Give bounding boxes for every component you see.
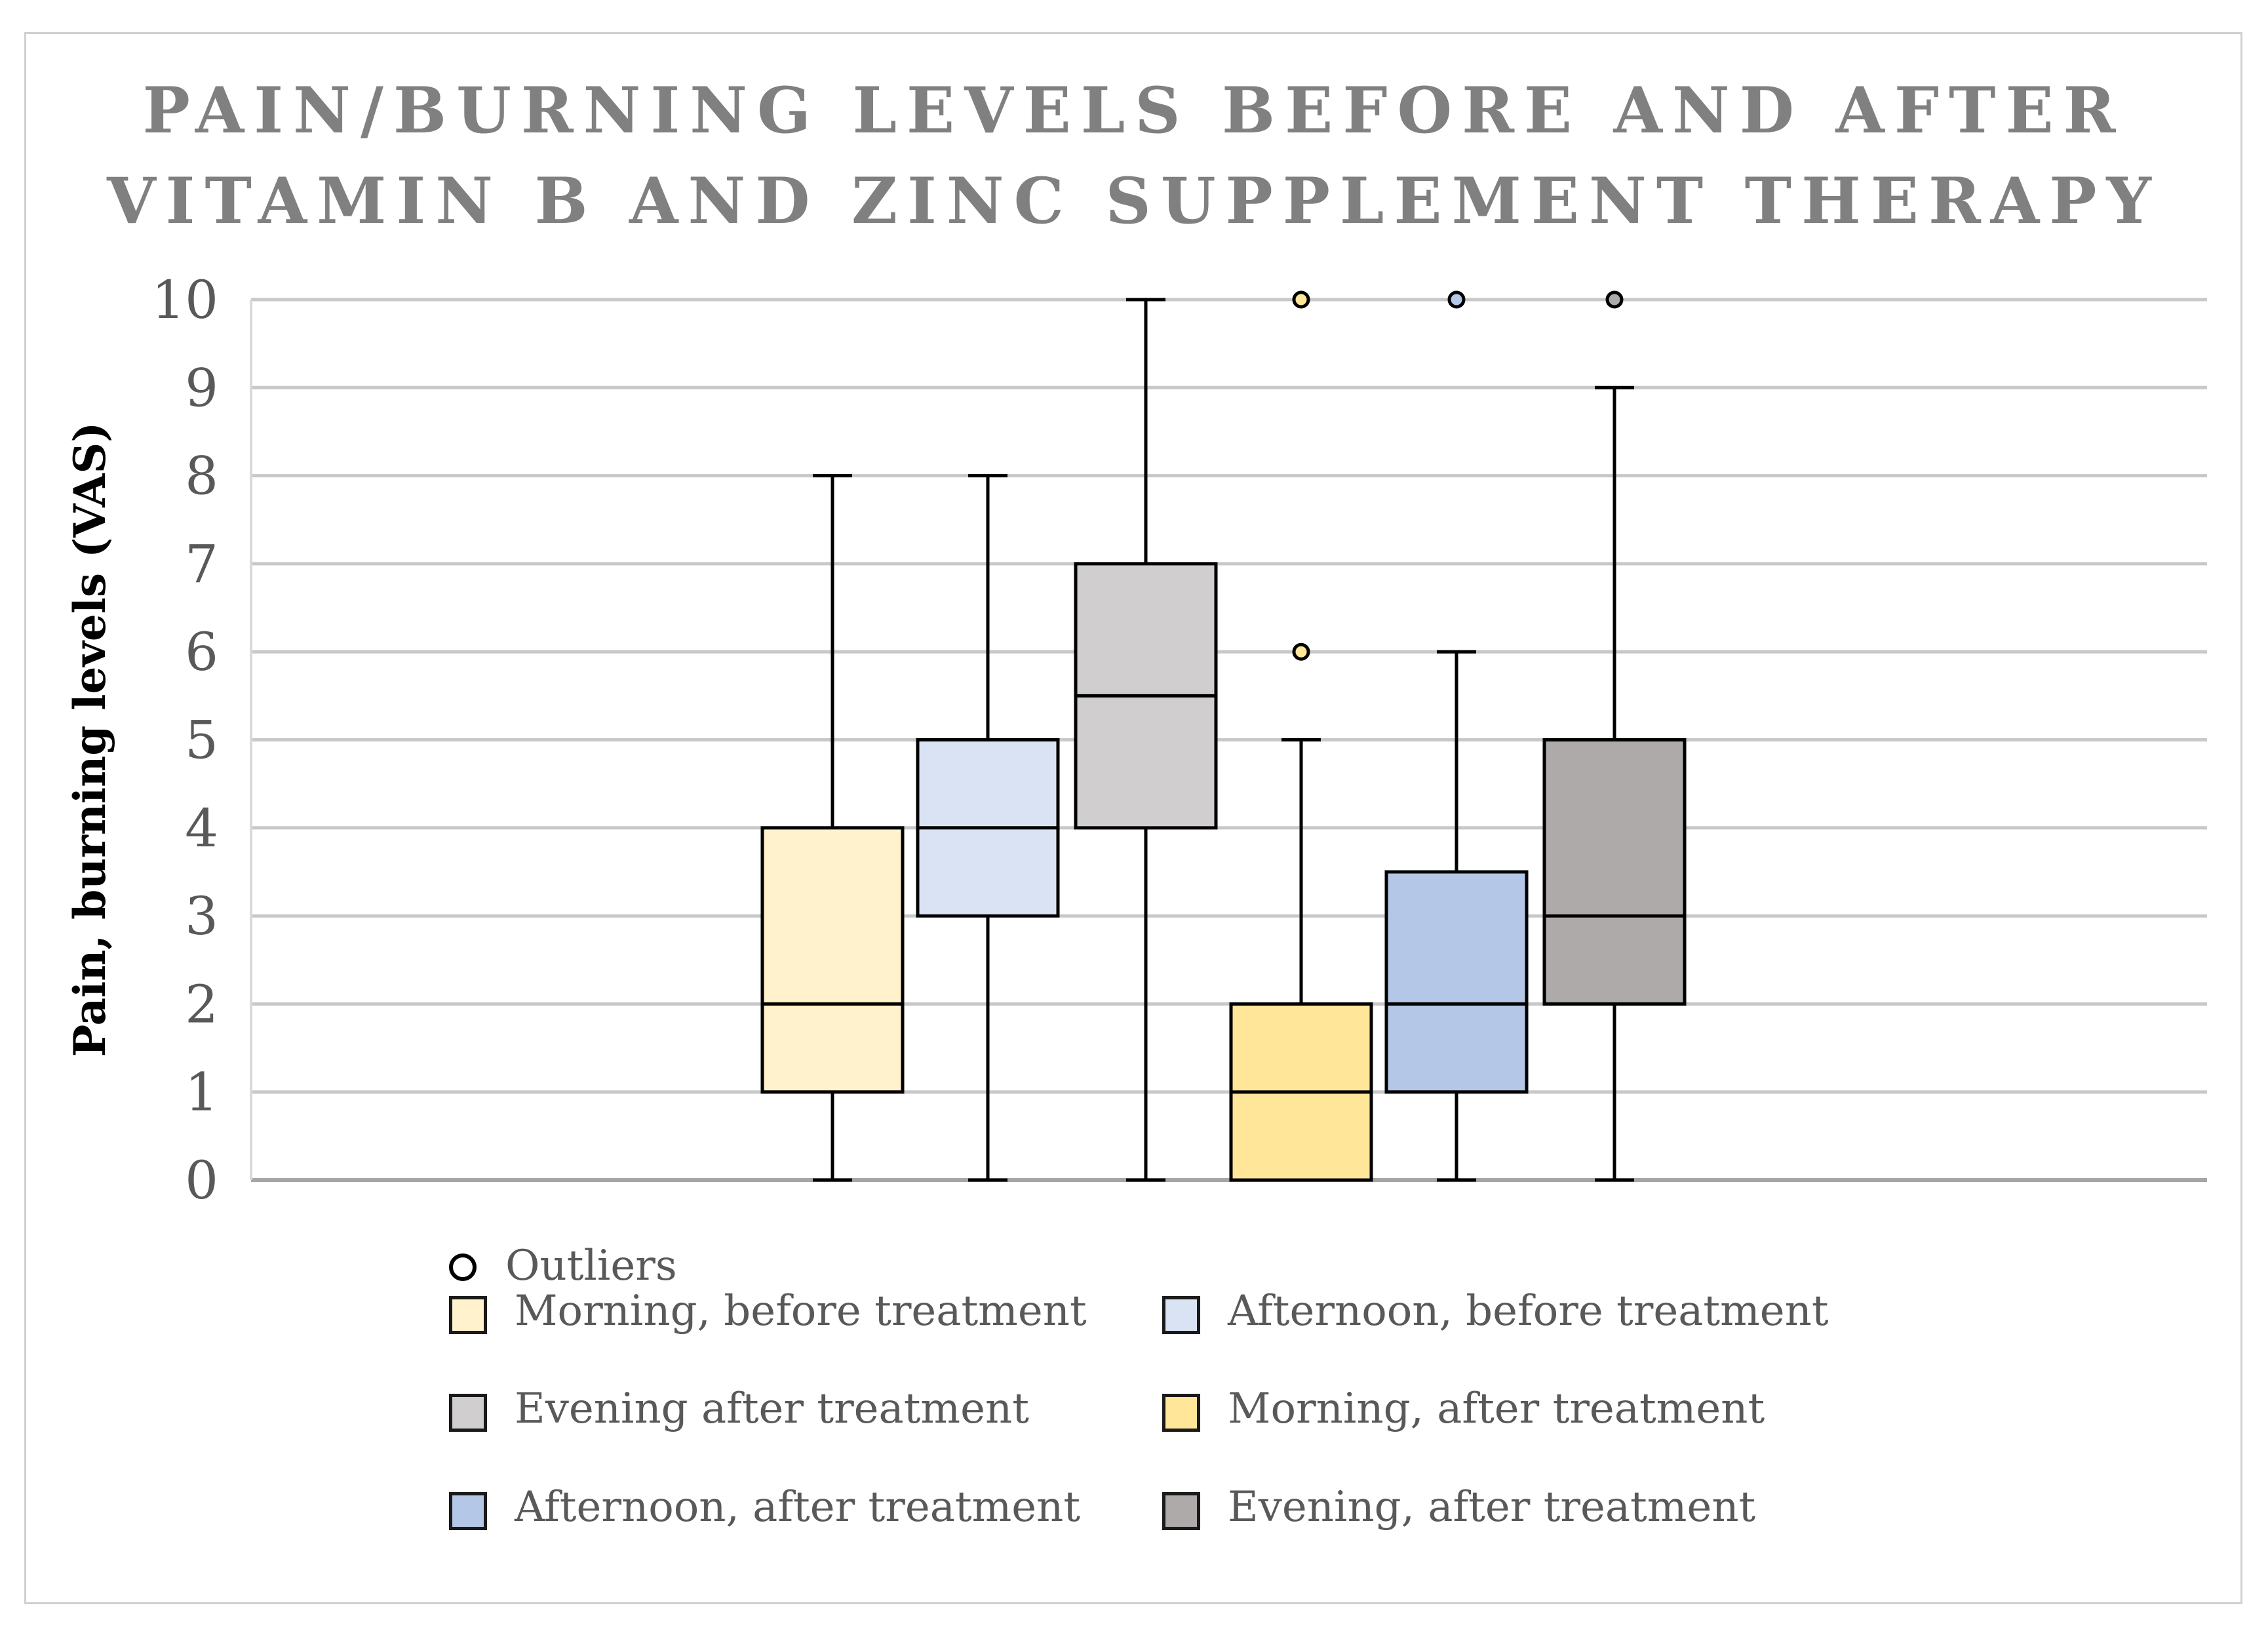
y-tick-label: 7	[185, 534, 218, 595]
chart-title-line-1: PAIN/BURNING LEVELS BEFORE AND AFTER	[142, 73, 2126, 148]
outlier-point	[1292, 642, 1310, 661]
y-tick-label: 0	[185, 1150, 218, 1211]
y-tick-label: 5	[185, 710, 218, 771]
y-axis-label: Pain, burning levels (VAS)	[64, 422, 115, 1057]
y-tick-label: 8	[185, 446, 218, 507]
outlier-point	[1605, 290, 1624, 309]
legend-swatch	[1162, 1296, 1200, 1334]
legend-swatch	[449, 1296, 487, 1334]
legend-swatch	[1162, 1394, 1200, 1432]
legend-swatch	[1162, 1492, 1200, 1530]
y-tick-label: 4	[185, 798, 218, 859]
legend-label: Morning, before treatment	[515, 1287, 1087, 1335]
y-tick-label: 6	[185, 621, 218, 682]
y-tick-label: 1	[185, 1062, 218, 1123]
outlier-point	[1292, 290, 1310, 309]
y-tick-label: 2	[185, 974, 218, 1035]
chart-title: PAIN/BURNING LEVELS BEFORE AND AFTER VIT…	[0, 66, 2268, 247]
legend-label: Afternoon, after treatment	[515, 1483, 1081, 1531]
y-tick-label: 10	[151, 269, 218, 330]
legend-swatch	[449, 1394, 487, 1432]
outlier-point	[1447, 290, 1466, 309]
outlier-marker-icon	[449, 1253, 477, 1281]
legend-swatch	[449, 1492, 487, 1530]
y-tick-label: 3	[185, 886, 218, 947]
chart-title-line-2: VITAMIN B AND ZINC SUPPLEMENT THERAPY	[107, 164, 2161, 238]
y-tick-label: 9	[185, 357, 218, 418]
box	[1384, 870, 1529, 1094]
legend-outliers-label: Outliers	[505, 1242, 677, 1290]
box	[760, 826, 905, 1094]
legend-label: Afternoon, before treatment	[1228, 1287, 1829, 1335]
legend-label: Morning, after treatment	[1228, 1385, 1765, 1433]
box	[1542, 738, 1687, 1006]
legend-label: Evening, after treatment	[1228, 1483, 1756, 1531]
legend-label: Evening after treatment	[515, 1385, 1029, 1433]
